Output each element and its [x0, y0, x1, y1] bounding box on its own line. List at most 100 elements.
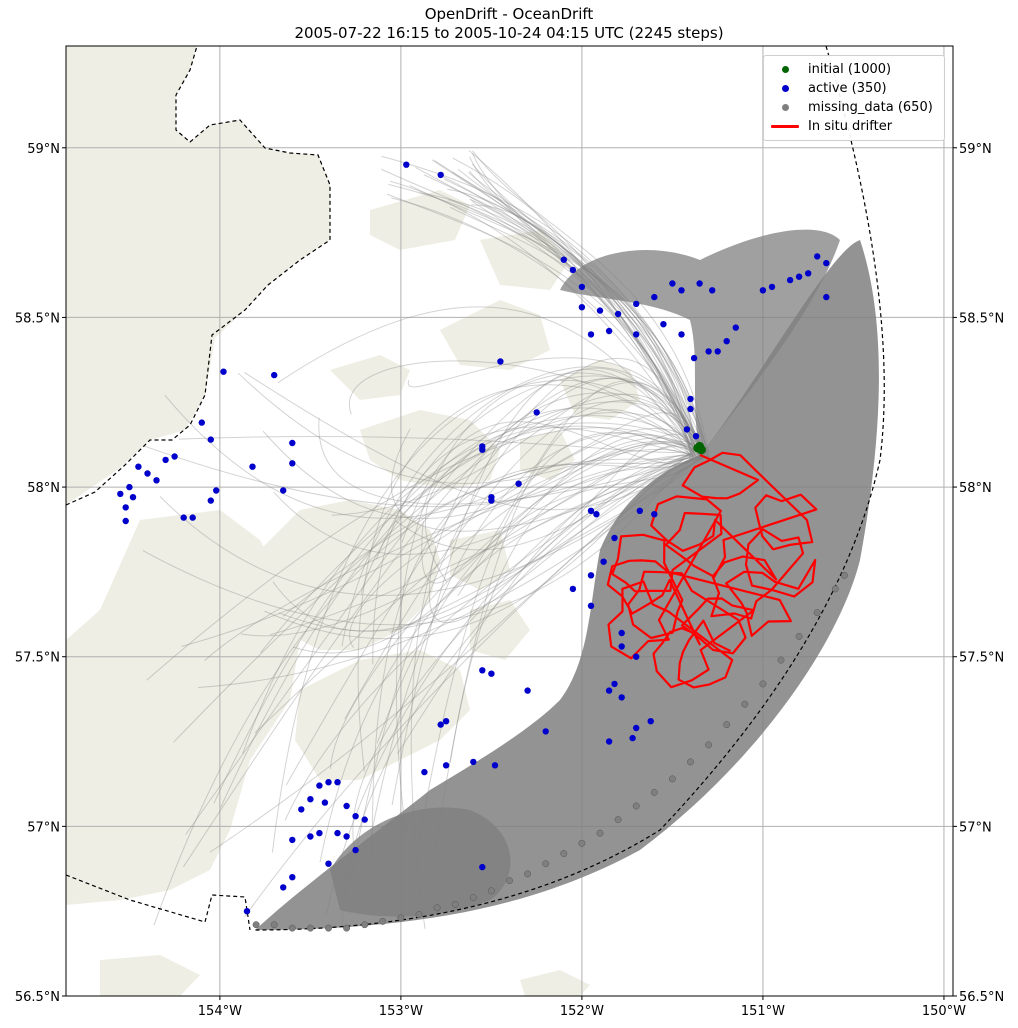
active-particle [126, 483, 133, 491]
missing-data-particle [379, 917, 387, 925]
trajectory-line [471, 204, 694, 457]
active-particle [488, 670, 495, 677]
y-tick-label-right: 58°N [959, 481, 992, 496]
trajectory-plume [255, 240, 879, 930]
active-particle [479, 863, 486, 871]
trajectory-line [451, 171, 707, 454]
trajectory-line [360, 401, 703, 594]
missing-data-particle [777, 656, 785, 664]
trajectory-line [277, 306, 699, 460]
active-particle [307, 796, 314, 803]
active-particle [560, 256, 567, 263]
trajectory-line [419, 192, 699, 452]
legend-item-missing-data: missing_data (650) [770, 98, 938, 117]
trajectory-line [348, 360, 703, 457]
trajectory-line [381, 155, 702, 452]
missing-data-particle [270, 921, 278, 929]
trajectory-line [410, 392, 706, 929]
trajectory-line [331, 381, 706, 516]
active-particle [683, 426, 691, 433]
trajectory-line [457, 380, 693, 597]
active-particle [153, 477, 160, 484]
active-particle [352, 846, 359, 854]
active-particle [135, 463, 142, 470]
land-area-9 [370, 190, 470, 250]
active-particle [334, 829, 341, 837]
active-particle [280, 487, 287, 494]
title-line-2: 2005-07-22 16:15 to 2005-10-24 04:15 UTC… [294, 24, 724, 42]
tick-label-layer: 154°W 153°W 152°W 151°W 150°W56.5°N 56.5°N57°… [15, 142, 1004, 1019]
trajectory-line [204, 455, 701, 662]
active-particle [587, 602, 595, 609]
active-particle [189, 514, 196, 521]
trajectory-line [352, 455, 694, 854]
trajectory-line [407, 357, 702, 451]
active-particle [334, 779, 341, 786]
land-area-12 [450, 530, 510, 590]
active-particle [633, 331, 640, 338]
missing-data-particle [343, 924, 351, 932]
trajectory-line [284, 451, 692, 821]
active-particle [343, 833, 350, 840]
trajectory-line [285, 357, 707, 786]
active-particle [129, 494, 137, 501]
active-particle [647, 718, 654, 725]
active-particle [633, 300, 640, 308]
active-particle [470, 758, 477, 766]
active-particle [491, 762, 499, 769]
active-particle [687, 405, 694, 413]
active-particle [823, 259, 830, 267]
trajectory-line [153, 453, 706, 926]
active-particle [144, 470, 151, 477]
trajectory-line [469, 198, 701, 461]
trajectory-line [319, 449, 702, 863]
active-particle [171, 453, 178, 460]
trajectory-line [388, 183, 691, 451]
active-particle [289, 836, 296, 844]
legend-item-initial: initial (1000) [770, 60, 938, 79]
active-particle [578, 304, 586, 311]
active-particle [289, 874, 296, 881]
trajectory-line [142, 453, 699, 626]
active-particle [678, 287, 685, 294]
land-layer [66, 46, 640, 996]
drifter-layer [606, 451, 818, 689]
trajectory-line [372, 426, 696, 665]
legend-item-active: active (350) [770, 79, 938, 98]
trajectory-line [424, 422, 709, 583]
trajectory-line [447, 199, 698, 452]
active-particle [515, 480, 522, 487]
trajectory-line [273, 444, 697, 555]
particle-layer [117, 161, 848, 932]
active-particle [687, 395, 694, 403]
trajectory-line [391, 428, 693, 532]
active-particle [618, 643, 625, 650]
active-particle [611, 680, 618, 688]
missing-data-particle [687, 758, 694, 766]
trajectory-line [244, 372, 708, 511]
missing-data-marker-icon [781, 104, 789, 111]
active-particle [479, 667, 486, 674]
trajectory-line [433, 409, 696, 858]
active-particle [611, 534, 618, 542]
trajectory-line [241, 446, 694, 637]
drifter-line-icon [771, 125, 799, 128]
trajectory-line [159, 451, 707, 596]
trajectory-line [434, 160, 701, 458]
trajectory-line [330, 442, 710, 769]
active-particle [651, 511, 658, 518]
land-area-10 [560, 360, 640, 420]
active-particle [569, 266, 577, 274]
active-particle [605, 327, 613, 335]
trajectory-line [237, 372, 703, 485]
trajectory-line [244, 450, 692, 918]
x-tick-label: 153°W [379, 1004, 423, 1019]
domain-boundary-southwest [66, 874, 251, 931]
active-particle [421, 768, 428, 776]
active-particle [403, 161, 410, 168]
active-particle [805, 270, 812, 277]
active-particle [437, 171, 444, 179]
land-area-2 [66, 510, 300, 905]
trajectory-line [449, 206, 695, 454]
land-area-4 [295, 650, 470, 780]
